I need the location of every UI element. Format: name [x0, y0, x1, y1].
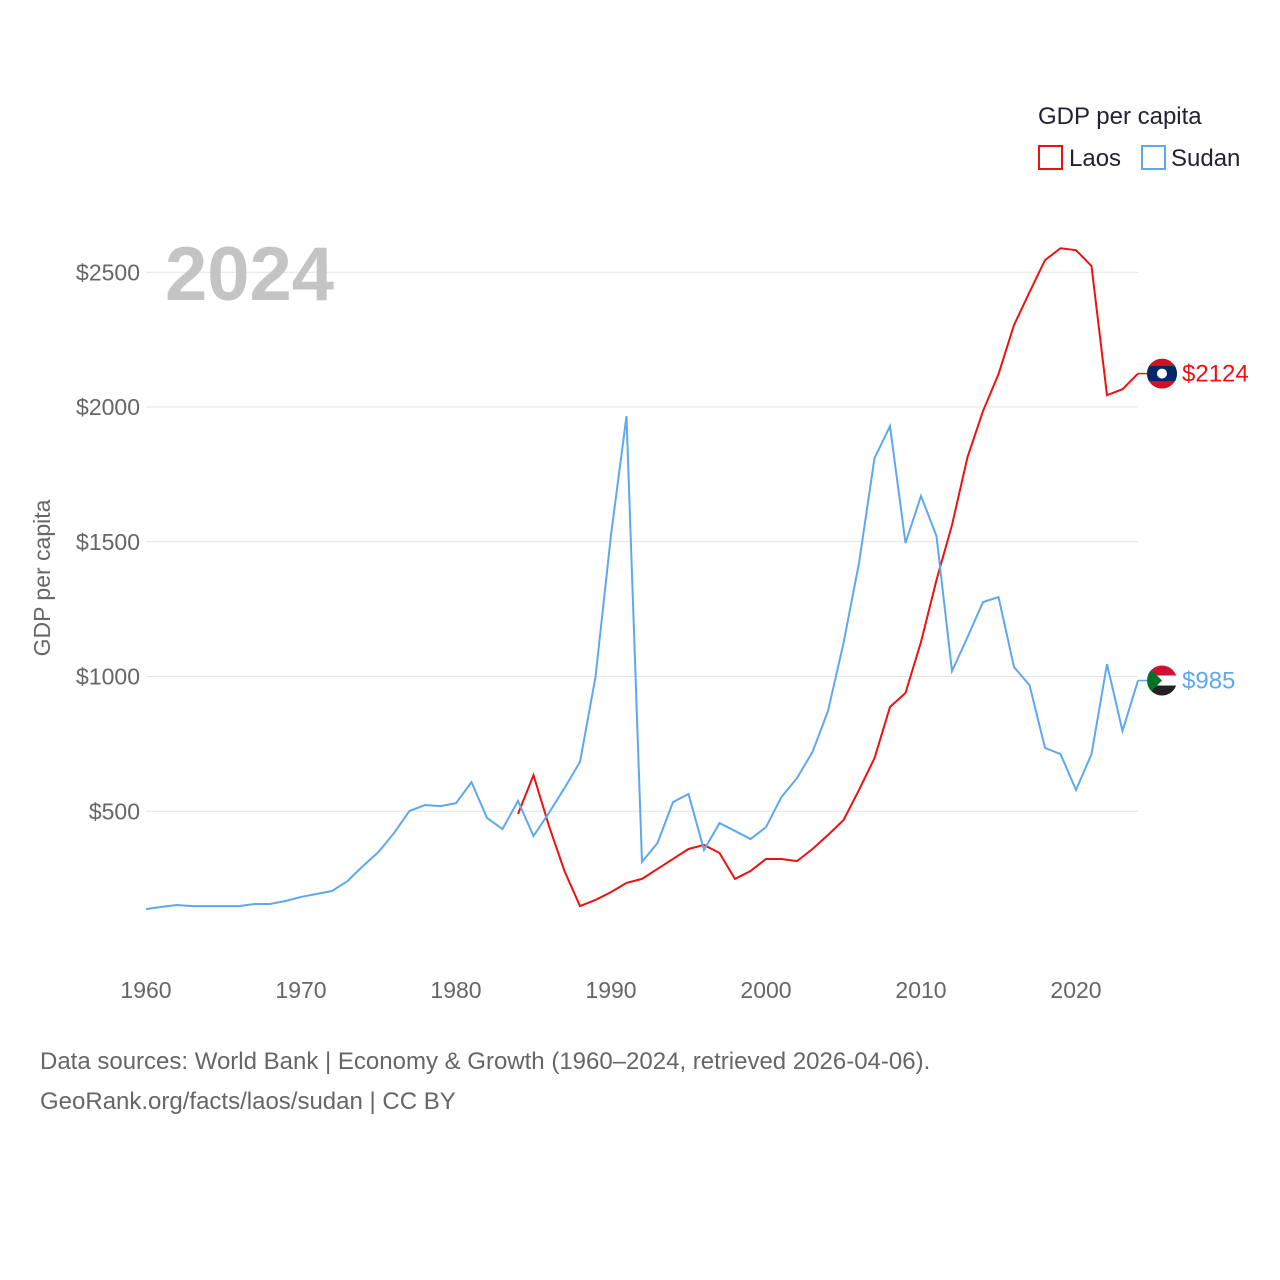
x-tick-label: 1960	[120, 977, 171, 1003]
legend-swatch-sudan[interactable]	[1141, 145, 1166, 170]
flag-laos-icon	[1147, 358, 1177, 389]
y-tick-label: $1500	[76, 529, 140, 555]
y-tick-label: $1000	[76, 664, 140, 690]
series-line-laos[interactable]	[517, 247, 1139, 908]
y-tick-label: $2500	[76, 259, 140, 285]
year-watermark: 2024	[165, 232, 334, 317]
legend-label-sudan[interactable]: Sudan	[1171, 145, 1240, 172]
legend-label-laos[interactable]: Laos	[1069, 145, 1121, 172]
y-tick-label: $500	[89, 798, 140, 824]
y-axis-label: GDP per capita	[29, 499, 55, 656]
x-tick-label: 1990	[585, 977, 636, 1003]
x-tick-label: 2020	[1050, 977, 1101, 1003]
end-value-label: $985	[1182, 668, 1235, 695]
x-tick-label: 2010	[895, 977, 946, 1003]
source-line-1: Data sources: World Bank | Economy & Gro…	[40, 1048, 931, 1075]
x-tick-label: 1980	[430, 977, 481, 1003]
source-note: Data sources: World Bank | Economy & Gro…	[40, 1042, 930, 1122]
end-value-label: $2124	[1182, 361, 1249, 388]
x-tick-label: 1970	[275, 977, 326, 1003]
source-line-2[interactable]: GeoRank.org/facts/laos/sudan | CC BY	[40, 1088, 456, 1115]
x-tick-label: 2000	[740, 977, 791, 1003]
series-line-sudan[interactable]	[145, 416, 1139, 911]
legend-swatch-laos[interactable]	[1038, 145, 1063, 170]
flag-sudan-icon	[1147, 665, 1177, 696]
legend-title: GDP per capita	[1038, 103, 1202, 130]
y-tick-label: $2000	[76, 394, 140, 420]
